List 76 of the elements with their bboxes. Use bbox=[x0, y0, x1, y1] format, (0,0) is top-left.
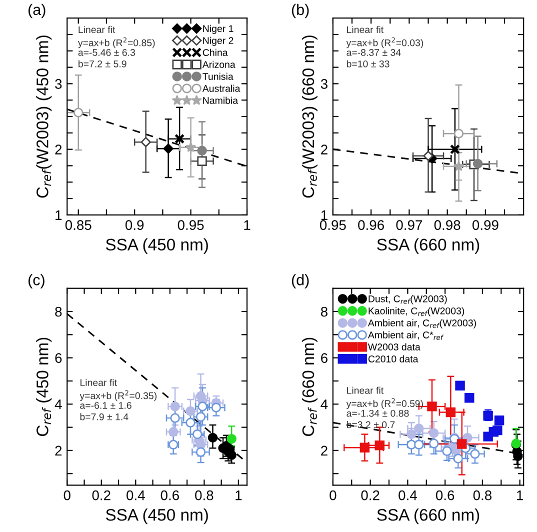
annotation: Linear fit bbox=[78, 26, 116, 34]
y-tick-label: 2 bbox=[321, 144, 328, 154]
legend-label: C2010 data bbox=[368, 355, 418, 362]
annotation: a=-6.1 ± 1.6 bbox=[80, 402, 132, 409]
chart-title: (d) bbox=[292, 274, 309, 288]
annotation: Linear fit bbox=[347, 26, 384, 34]
annotation: b=3.2 ± 0.7 bbox=[346, 421, 395, 428]
y-axis-title: C$_{ref}$ (450 nm) bbox=[36, 338, 52, 436]
x-tick-label: 0.95 bbox=[178, 220, 204, 230]
annotation: y=ax+b (R$^{2}$=0.35) bbox=[80, 390, 156, 402]
y-tick-label: 2 bbox=[55, 144, 62, 154]
x-axis-title: SSA (450 nm) bbox=[106, 238, 208, 254]
legend-label: Australia bbox=[202, 84, 240, 92]
x-axis-title: SSA (660 nm) bbox=[377, 238, 480, 254]
x-tick-label: 0.4 bbox=[398, 490, 417, 500]
x-tick-label: 0.2 bbox=[361, 490, 380, 500]
y-tick-label: 3 bbox=[55, 79, 62, 89]
x-tick-label: 0.95 bbox=[320, 220, 346, 230]
annotation: a=-1.34 ± 0.88 bbox=[346, 410, 409, 417]
annotation: Linear fit bbox=[80, 378, 117, 386]
annotation: b=10 ± 33 bbox=[346, 60, 390, 68]
x-tick-label: 1 bbox=[244, 220, 250, 230]
y-tick-label: 6 bbox=[55, 353, 62, 363]
legend-label: Ambient air, C$_{ref}$(W2003) bbox=[368, 319, 476, 328]
legend-label: W2003 data bbox=[368, 343, 420, 350]
annotation: y=ax+b (R$^{2}$=0.59) bbox=[346, 398, 423, 409]
y-tick-label: 3 bbox=[320, 79, 328, 89]
annotation: b=7.2 ± 5.9 bbox=[78, 60, 126, 68]
legend-label: Kaolinite, C$_{ref}$(W2003) bbox=[368, 307, 464, 316]
legend-label: Arizona bbox=[202, 60, 236, 68]
y-tick-label: 4 bbox=[320, 400, 328, 410]
x-tick-label: 0.2 bbox=[92, 490, 110, 500]
x-axis-title: SSA (660 nm) bbox=[377, 508, 480, 524]
annotation: a=-8.37 ± 34 bbox=[346, 49, 401, 56]
x-tick-label: 0.97 bbox=[396, 220, 422, 230]
x-tick-label: 0.98 bbox=[434, 220, 460, 230]
annotation: Linear fit bbox=[347, 386, 384, 394]
y-tick-label: 2 bbox=[55, 446, 62, 456]
x-tick-label: 1 bbox=[236, 490, 242, 500]
x-tick-label: 0.9 bbox=[125, 220, 144, 230]
legend-label: China bbox=[202, 48, 228, 56]
legend-label: Namibia bbox=[203, 96, 238, 104]
annotation: b=7.9 ± 1.4 bbox=[80, 413, 128, 420]
y-tick-label: 4 bbox=[54, 400, 62, 410]
legend-label: Niger 2 bbox=[203, 36, 234, 46]
x-axis-title: SSA (450 nm) bbox=[106, 508, 208, 524]
legend-label: Dust, C$_{ref}$(W2003) bbox=[368, 295, 447, 304]
y-tick-label: 6 bbox=[321, 353, 328, 363]
x-tick-label: 0 bbox=[330, 490, 336, 500]
legend-label: Tunisia bbox=[202, 72, 234, 80]
y-axis-title: C$_{ref}$(W2003) (660 nm) bbox=[302, 36, 318, 198]
legend-label: Niger 1 bbox=[203, 24, 234, 34]
x-tick-label: 0.8 bbox=[473, 490, 492, 500]
y-axis-title: C$_{ref}$(W2003) (450 nm) bbox=[36, 36, 52, 198]
chart-title: (b) bbox=[292, 4, 309, 18]
y-tick-label: 1 bbox=[56, 210, 62, 220]
y-tick-label: 8 bbox=[320, 306, 328, 317]
y-tick-label: 2 bbox=[321, 446, 328, 456]
chart-title: (a) bbox=[28, 4, 46, 18]
y-axis-title: C$_{ref}$ (660 nm) bbox=[302, 338, 318, 436]
x-tick-label: 0 bbox=[64, 490, 70, 500]
x-tick-label: 0.4 bbox=[126, 490, 145, 500]
y-tick-label: 8 bbox=[55, 306, 62, 317]
x-tick-label: 0.99 bbox=[472, 220, 498, 230]
annotation: y=ax+b (R$^{2}$=0.03) bbox=[346, 37, 424, 48]
annotation: y=ax+b (R$^{2}$=0.85) bbox=[78, 37, 155, 48]
chart-title: (c) bbox=[28, 274, 44, 288]
x-tick-label: 0.6 bbox=[436, 490, 454, 500]
x-tick-label: 0.6 bbox=[160, 490, 179, 500]
x-tick-label: 1 bbox=[517, 490, 524, 500]
y-tick-label: 1 bbox=[321, 210, 328, 220]
x-tick-label: 0.85 bbox=[65, 220, 92, 230]
x-tick-label: 0.96 bbox=[358, 220, 384, 230]
legend-label: Ambient air, C*$_{ref}$ bbox=[368, 331, 444, 340]
x-tick-label: 0.8 bbox=[195, 490, 214, 500]
annotation: a=-5.46 ± 6.3 bbox=[78, 49, 135, 56]
